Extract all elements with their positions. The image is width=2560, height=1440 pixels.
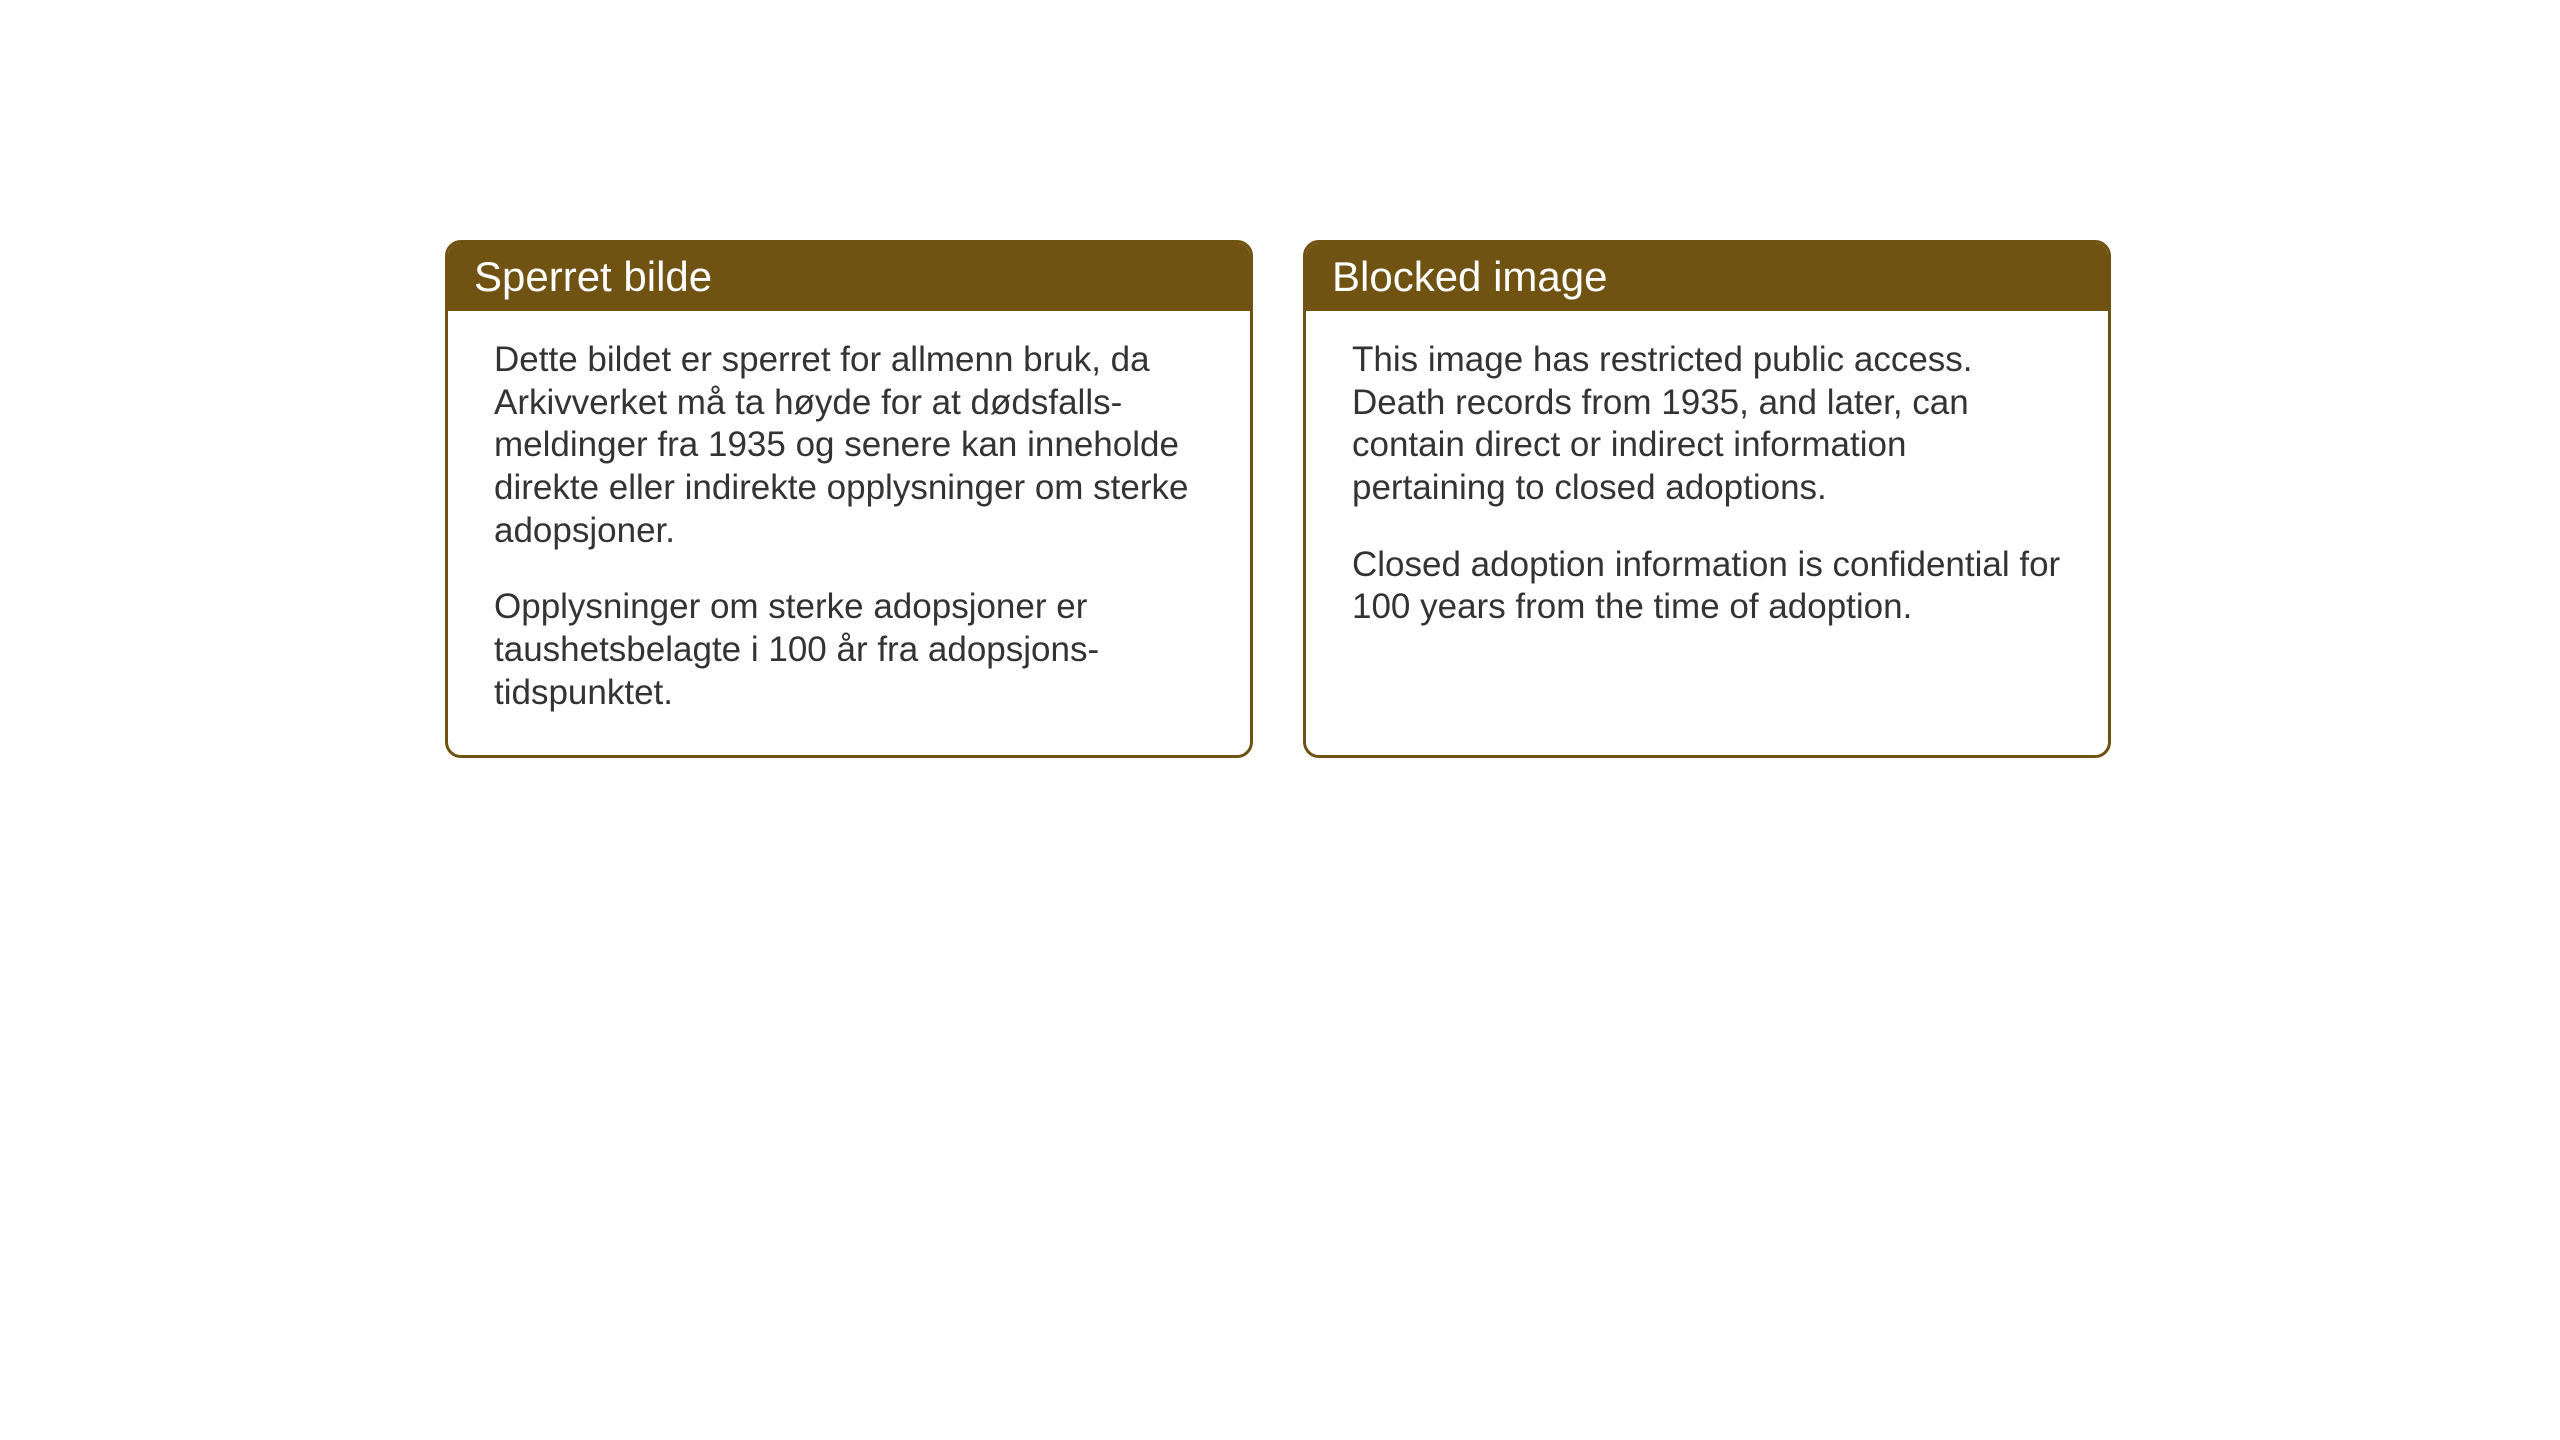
english-card-body: This image has restricted public access.… [1306, 311, 2108, 743]
norwegian-card-body: Dette bildet er sperret for allmenn bruk… [448, 311, 1250, 755]
english-card: Blocked image This image has restricted … [1303, 240, 2111, 758]
norwegian-card: Sperret bilde Dette bildet er sperret fo… [445, 240, 1253, 758]
english-card-title: Blocked image [1332, 253, 1607, 300]
norwegian-card-header: Sperret bilde [448, 243, 1250, 311]
norwegian-card-title: Sperret bilde [474, 253, 712, 300]
english-paragraph-2: Closed adoption information is confident… [1352, 544, 2062, 629]
norwegian-paragraph-1: Dette bildet er sperret for allmenn bruk… [494, 339, 1204, 552]
english-card-header: Blocked image [1306, 243, 2108, 311]
norwegian-paragraph-2: Opplysninger om sterke adopsjoner er tau… [494, 586, 1204, 714]
english-paragraph-1: This image has restricted public access.… [1352, 339, 2062, 510]
cards-container: Sperret bilde Dette bildet er sperret fo… [445, 240, 2111, 758]
